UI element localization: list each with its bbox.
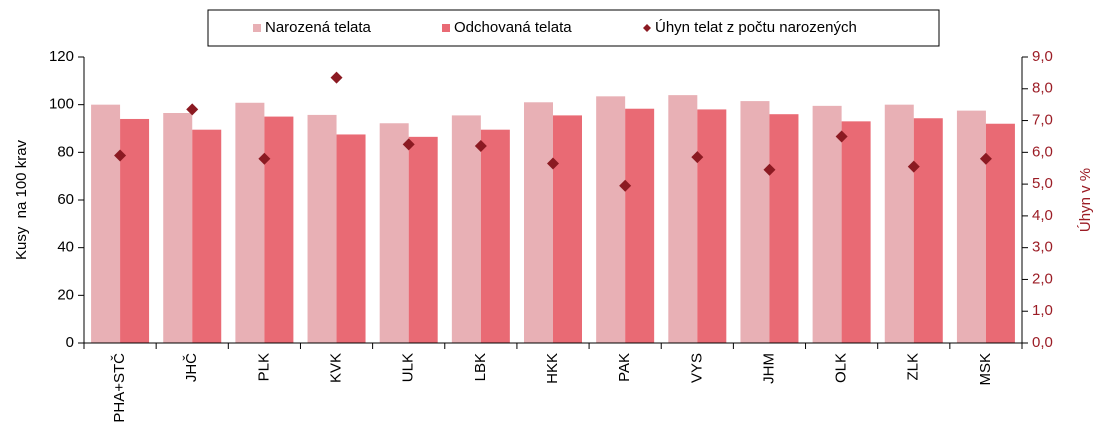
bar [235, 102, 265, 343]
y2-tick-label: 9,0 [1032, 48, 1053, 65]
x-tick-label: MSK [977, 353, 994, 386]
bar [985, 123, 1015, 343]
bar [913, 118, 943, 343]
x-tick-label: ULK [400, 353, 417, 382]
legend-swatch [442, 24, 450, 32]
y-tick-label: 100 [49, 96, 74, 113]
x-tick-label: PAK [616, 353, 633, 382]
bar [163, 113, 193, 343]
marker [258, 152, 271, 165]
bar [91, 104, 121, 344]
marker [474, 139, 487, 152]
y2-tick-label: 7,0 [1032, 112, 1053, 129]
marker [979, 152, 992, 165]
bar [307, 114, 337, 343]
bar [379, 123, 409, 343]
legend-swatch [253, 24, 261, 32]
legend-marker [643, 24, 651, 32]
bar [553, 115, 582, 344]
legend-label: Narozená telata [265, 19, 372, 36]
marker [619, 179, 632, 192]
y2-tick-label: 8,0 [1032, 80, 1053, 97]
bar [625, 108, 655, 344]
bar [956, 110, 986, 343]
bar [740, 101, 770, 343]
bar [812, 105, 842, 343]
marker [907, 160, 920, 173]
x-tick-label: VYS [688, 353, 705, 383]
x-tick-label: LBK [472, 353, 489, 381]
legend-label: Úhyn telat z počtu narozených [655, 19, 857, 36]
x-tick-label: ZLK [905, 353, 922, 381]
y-tick-label: 40 [57, 239, 74, 256]
x-tick-label: PHA+STČ [111, 353, 128, 423]
bar [884, 104, 914, 344]
marker [691, 151, 704, 164]
x-tick-label: JHČ [183, 353, 200, 382]
y2-axis-title: Úhyn v % [1077, 168, 1094, 232]
y2-tick-label: 0,0 [1032, 334, 1053, 351]
legend-box [207, 9, 940, 47]
bar [841, 121, 871, 343]
marker [547, 157, 559, 170]
bar [480, 129, 510, 343]
y-axis-title: Kusy na 100 krav [13, 139, 30, 260]
y2-tick-label: 5,0 [1032, 175, 1053, 192]
bar [120, 118, 150, 343]
x-tick-label: OLK [833, 353, 850, 383]
y-tick-label: 60 [57, 191, 74, 208]
y-tick-label: 0 [66, 334, 74, 351]
bar [336, 134, 366, 343]
bar [697, 109, 727, 343]
bar [408, 136, 438, 343]
x-tick-label: HKK [544, 353, 561, 384]
x-tick-label: PLK [255, 353, 272, 381]
marker [186, 103, 199, 116]
bar [769, 114, 799, 343]
y-tick-label: 120 [49, 48, 74, 65]
bar [192, 129, 222, 343]
x-tick-label: JHM [760, 353, 777, 384]
y-tick-label: 80 [57, 143, 74, 160]
y-tick-label: 20 [57, 286, 74, 303]
bar [264, 116, 294, 343]
bar [668, 95, 698, 343]
legend-label: Odchovaná telata [454, 19, 572, 36]
y2-tick-label: 4,0 [1032, 207, 1053, 224]
y2-tick-label: 3,0 [1032, 239, 1053, 256]
marker [330, 71, 343, 84]
y2-tick-label: 6,0 [1032, 143, 1053, 160]
x-tick-label: KVK [328, 353, 345, 383]
marker [114, 149, 127, 162]
y2-tick-label: 2,0 [1032, 270, 1053, 287]
marker [402, 138, 415, 151]
bar [451, 115, 481, 344]
marker [835, 130, 848, 143]
bar [524, 102, 553, 344]
bar [596, 96, 626, 343]
marker [763, 163, 776, 176]
y2-tick-label: 1,0 [1032, 302, 1053, 319]
